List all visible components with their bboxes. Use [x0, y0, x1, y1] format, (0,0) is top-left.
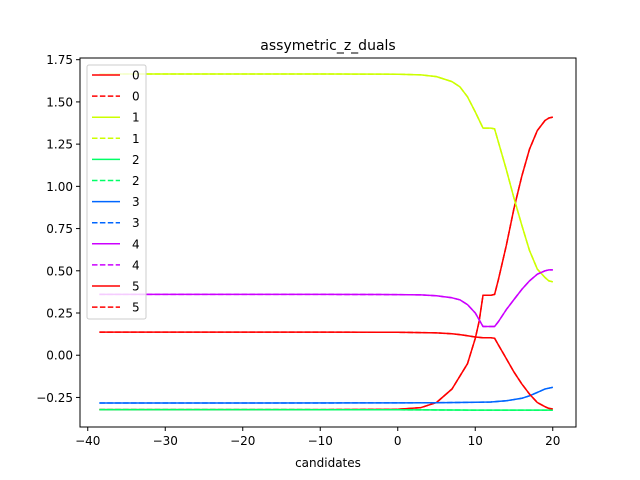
legend-label: 3	[132, 195, 140, 209]
legend: 0 0 1 1 2 2 3 3 4 4 5 5	[87, 65, 146, 319]
y-tick-label: 1.50	[46, 95, 73, 109]
legend-label: 0	[132, 90, 140, 104]
y-tick-label: 0.00	[46, 349, 73, 363]
x-tick-label: 0	[394, 434, 402, 448]
y-tick-label: 1.25	[46, 138, 73, 152]
x-axis-label: candidates	[295, 456, 361, 470]
legend-label: 4	[132, 258, 140, 272]
y-tick-label: 1.00	[46, 180, 73, 194]
y-tick-label: 1.75	[46, 53, 73, 67]
x-tick-label: 20	[545, 434, 560, 448]
y-tick-label: 0.50	[46, 264, 73, 278]
x-tick-label: −40	[75, 434, 100, 448]
legend-label: 1	[132, 111, 140, 125]
x-tick-label: −10	[308, 434, 333, 448]
chart-title: assymetric_z_duals	[260, 38, 395, 54]
x-tick-label: 10	[468, 434, 483, 448]
legend-label: 1	[132, 132, 140, 146]
legend-label: 0	[132, 69, 140, 83]
legend-label: 4	[132, 237, 140, 251]
x-tick-label: −20	[230, 434, 255, 448]
y-tick-label: 0.75	[46, 222, 73, 236]
y-tick-label: −0.25	[36, 391, 73, 405]
legend-label: 3	[132, 216, 140, 230]
legend-label: 2	[132, 174, 140, 188]
x-tick-label: −30	[153, 434, 178, 448]
legend-label: 5	[132, 280, 140, 294]
legend-label: 2	[132, 153, 140, 167]
y-tick-label: 0.25	[46, 307, 73, 321]
legend-label: 5	[132, 301, 140, 315]
